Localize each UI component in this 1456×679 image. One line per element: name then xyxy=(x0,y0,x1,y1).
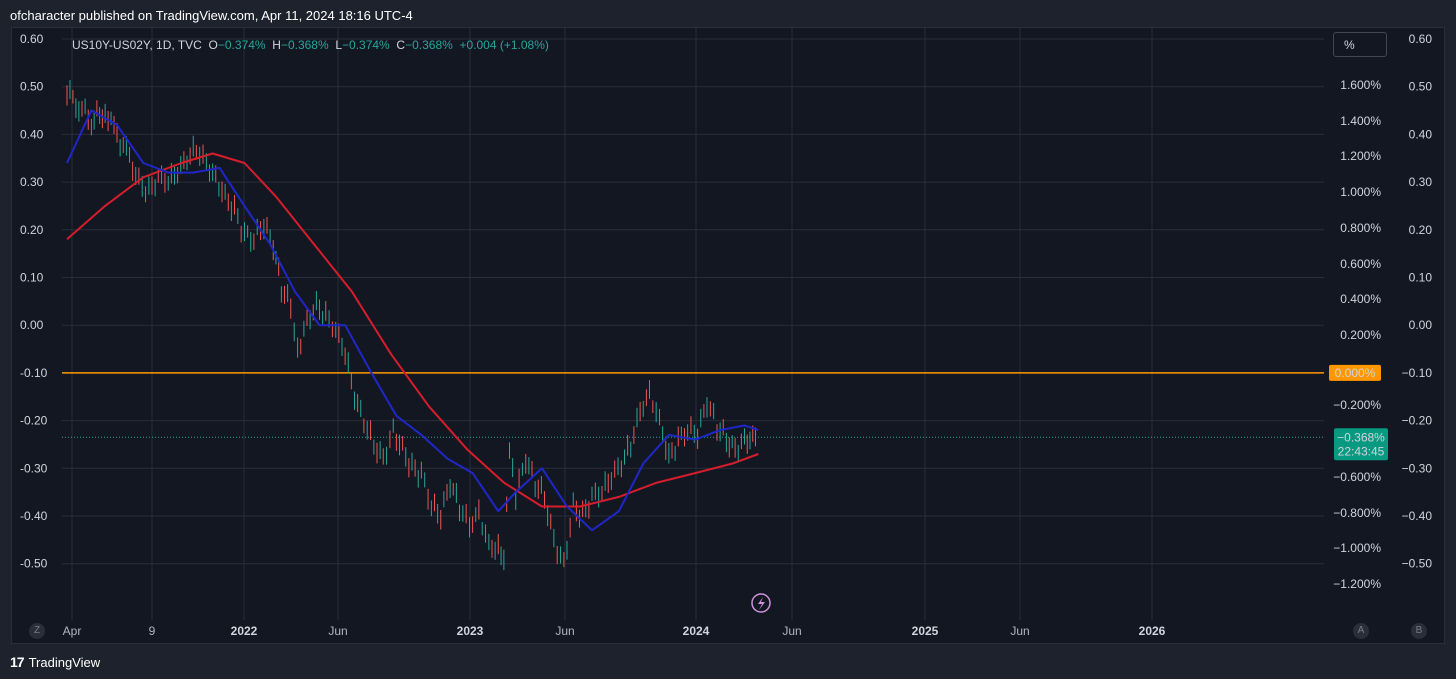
percent-axis-tick-label: −0.600% xyxy=(1333,470,1381,484)
left-axis-tick-label: 0.00 xyxy=(20,318,44,332)
percent-axis-tick-label: 1.400% xyxy=(1340,114,1381,128)
right-axis-tick-label: −0.40 xyxy=(1402,509,1433,523)
left-axis-tick-label: 0.40 xyxy=(20,127,44,141)
moving-average-slow-line[interactable] xyxy=(66,152,759,508)
axis-zoom-button[interactable]: Z xyxy=(29,623,45,639)
chart-canvas[interactable]: 0.60 0.60 0.50 0.50 0.40 0.40 0.30 0.30 0.20 0.20… xyxy=(12,28,1446,645)
moving-average-fast-line[interactable] xyxy=(66,109,759,532)
percent-axis-tick-label: 0.400% xyxy=(1340,292,1381,306)
legend-symbol[interactable]: US10Y-US02Y, 1D, TVC xyxy=(72,38,202,52)
auto-scale-button[interactable]: A xyxy=(1353,623,1369,639)
left-axis-tick-label: 0.50 xyxy=(20,80,44,94)
time-axis-tick-label: Jun xyxy=(1010,624,1029,638)
right-axis-tick-label: 0.20 xyxy=(1409,223,1433,237)
right-axis-tick-label: 0.40 xyxy=(1409,127,1433,141)
legend-open-label: O xyxy=(208,38,218,52)
legend-low: −0.374% xyxy=(342,38,390,52)
time-axis-tick-label: 9 xyxy=(149,624,156,638)
lightning-bolt-icon xyxy=(758,597,765,610)
percent-axis-tick-label: 0.200% xyxy=(1340,328,1381,342)
legend-low-label: L xyxy=(335,38,343,52)
left-axis-tick-label: 0.10 xyxy=(20,271,44,285)
percent-axis-tick-label: −1.000% xyxy=(1333,541,1381,555)
time-axis-tick-label: Jun xyxy=(782,624,801,638)
last-price-tag xyxy=(1334,428,1388,461)
percent-axis-tick-label: 0.800% xyxy=(1340,221,1381,235)
chart-panel[interactable]: 0.60 0.60 0.50 0.50 0.40 0.40 0.30 0.30 0.20 0.20… xyxy=(11,27,1445,644)
left-axis-tick-label: 0.30 xyxy=(20,175,44,189)
legend-close: −0.368% xyxy=(405,38,453,52)
zero-price-tag xyxy=(1329,364,1381,381)
right-axis-tick-label: 0.30 xyxy=(1409,175,1433,189)
time-axis-tick-label: Apr xyxy=(63,624,82,638)
percent-axis-tick-label: −0.200% xyxy=(1333,398,1381,412)
tradingview-logo-icon: 17 xyxy=(10,654,25,670)
left-axis-tick-label: -0.20 xyxy=(20,414,48,428)
percent-axis-tick-label: 1.000% xyxy=(1340,185,1381,199)
time-axis-tick-label: 2024 xyxy=(683,624,710,638)
footer-brand[interactable]: TradingView xyxy=(28,654,101,670)
left-axis-tick-label: 0.60 xyxy=(20,32,44,46)
footer: 17 TradingView xyxy=(10,654,100,670)
last-price-tag-value: −0.368% xyxy=(1337,430,1385,444)
time-axis-tick-label: Jun xyxy=(328,624,347,638)
percent-axis-tick-label: 1.600% xyxy=(1340,78,1381,92)
percent-axis-tick-label: 0.600% xyxy=(1340,257,1381,271)
left-axis-tick-label: -0.50 xyxy=(20,557,48,571)
right-axis-tick-label: −0.10 xyxy=(1402,366,1433,380)
unit-selector[interactable]: % xyxy=(1333,32,1387,57)
left-axis-tick-label: -0.10 xyxy=(20,366,48,380)
left-axis-tick-label: -0.30 xyxy=(20,461,48,475)
right-axis-tick-label: −0.50 xyxy=(1402,557,1433,571)
publish-caption: ofcharacter published on TradingView.com… xyxy=(10,8,413,23)
right-axis-tick-label: −0.20 xyxy=(1402,414,1433,428)
time-axis-tick-label: 2025 xyxy=(912,624,939,638)
right-axis-tick-label: 0.50 xyxy=(1409,80,1433,94)
legend-high-label: H xyxy=(272,38,281,52)
time-axis-tick-label: 2023 xyxy=(457,624,484,638)
symbol-legend: US10Y-US02Y, 1D, TVC O−0.374% H−0.368% L… xyxy=(72,38,549,52)
time-axis-tick-label: 2022 xyxy=(231,624,258,638)
left-axis-tick-label: 0.20 xyxy=(20,223,44,237)
time-axis-tick-label: Jun xyxy=(555,624,574,638)
left-axis-tick-label: -0.40 xyxy=(20,509,48,523)
right-axis-tick-label: −0.30 xyxy=(1402,461,1433,475)
right-axis-tick-label: 0.10 xyxy=(1409,271,1433,285)
legend-change: +0.004 (+1.08%) xyxy=(459,38,549,52)
legend-high: −0.368% xyxy=(280,38,329,52)
legend-close-label: C xyxy=(396,38,406,52)
legend-open: −0.374% xyxy=(217,38,266,52)
bar-countdown-label: 22:43:45 xyxy=(1338,444,1385,458)
lightning-icon[interactable] xyxy=(751,593,771,613)
log-scale-button[interactable]: B xyxy=(1411,623,1427,639)
zero-price-tag-label: 0.000% xyxy=(1335,366,1376,380)
percent-axis-tick-label: −0.800% xyxy=(1333,506,1381,520)
percent-axis-tick-label: −1.200% xyxy=(1333,577,1381,591)
right-axis-tick-label: 0.00 xyxy=(1409,318,1433,332)
time-axis-tick-label: 2026 xyxy=(1139,624,1166,638)
percent-axis-tick-label: 1.200% xyxy=(1340,149,1381,163)
right-axis-tick-label: 0.60 xyxy=(1409,32,1433,46)
